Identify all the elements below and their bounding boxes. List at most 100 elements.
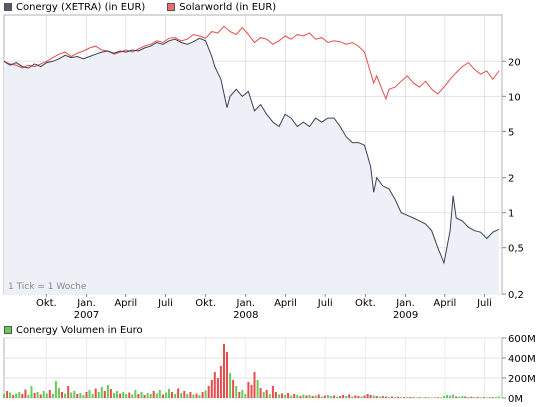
volume-bar [174, 394, 177, 398]
volume-bar [39, 394, 42, 398]
volume-bar [116, 391, 118, 398]
volume-bar [482, 397, 485, 398]
volume-bar [436, 397, 439, 398]
price-y-tick-label: 0,5 [508, 244, 524, 255]
volume-bar [449, 395, 452, 398]
volume-bar [216, 378, 219, 398]
volume-bar [45, 393, 48, 398]
volume-bar [446, 395, 448, 398]
volume-bar [158, 390, 161, 398]
price-y-tick-label: 20 [508, 57, 521, 68]
volume-bar [256, 380, 259, 398]
volume-bar [345, 396, 348, 398]
volume-bar [85, 392, 88, 398]
volume-bar [97, 392, 100, 398]
price-x-tick-label: Juli [157, 298, 173, 309]
volume-bar [397, 396, 400, 398]
volume-bar [131, 394, 134, 398]
legend-swatch-solarworld [167, 3, 176, 11]
volume-bar [64, 393, 67, 398]
volume-bar [452, 394, 455, 398]
volume-bar [21, 394, 24, 398]
volume-bar [149, 394, 152, 398]
volume-y-tick-label: 200M [508, 374, 536, 385]
volume-bar [186, 394, 189, 398]
volume-bar [88, 390, 91, 398]
volume-y-tick-label: 0M [508, 394, 523, 405]
volume-bar [125, 394, 128, 398]
volume-bar [51, 394, 54, 398]
price-x-tick-label: Juli [317, 298, 333, 309]
volume-plot-frame [3, 337, 503, 399]
volume-bar [247, 382, 250, 398]
price-x-tick-label: Okt. [355, 298, 376, 309]
volume-bar [195, 393, 198, 398]
volume-bar [268, 394, 271, 398]
volume-bar [323, 395, 326, 398]
volume-bar [271, 386, 274, 398]
volume-bar [33, 393, 36, 398]
legend-swatch-conergy [4, 3, 12, 11]
volume-bar [299, 396, 302, 398]
volume-bar [418, 397, 421, 398]
volume-bar [100, 387, 103, 398]
volume-bar [27, 395, 30, 398]
volume-bar [250, 385, 253, 398]
volume-bar [455, 396, 458, 398]
volume-bar [134, 390, 137, 398]
volume-bar [491, 397, 494, 398]
volume-bar [320, 396, 323, 398]
volume-bar [366, 394, 369, 398]
volume-bar [391, 396, 393, 398]
price-x-year-label: 2008 [233, 310, 258, 321]
volume-bar [73, 391, 76, 398]
volume-bar [183, 391, 186, 398]
volume-bar [70, 392, 73, 398]
price-x-year-label: 2009 [393, 310, 418, 321]
solarworld-line [3, 25, 500, 101]
volume-bar [400, 397, 403, 398]
volume-bar [274, 392, 277, 398]
volume-bar [421, 397, 424, 398]
volume-bar [18, 392, 21, 398]
volume-bar [143, 395, 146, 398]
volume-bar [164, 392, 167, 398]
volume-bar [79, 393, 82, 398]
volume-bar [326, 395, 329, 398]
volume-bar [473, 397, 476, 398]
volume-bar [284, 395, 287, 398]
price-x-tick-label: April [274, 298, 297, 309]
volume-bar [253, 372, 256, 398]
volume-bar [12, 395, 15, 398]
volume-bar [333, 395, 335, 398]
volume-bar [168, 389, 170, 398]
volume-bar [48, 390, 51, 398]
tick-note: 1 Tick = 1 Woche [8, 282, 87, 292]
volume-bar [113, 393, 115, 398]
volume-bar [424, 397, 427, 398]
volume-bar [308, 395, 311, 398]
volume-bar [281, 393, 283, 398]
volume-bar [42, 391, 45, 398]
volume-bar [360, 396, 363, 398]
volume-bar [189, 392, 192, 398]
volume-bar [6, 391, 9, 398]
volume-bar [201, 392, 204, 398]
conergy-line [3, 37, 500, 265]
volume-bar [219, 366, 222, 398]
volume-bar [354, 395, 357, 398]
volume-bar [302, 394, 305, 398]
volume-bar [24, 389, 27, 398]
volume-bar [229, 373, 232, 398]
volume-bar [54, 381, 57, 398]
legend-label-solarworld: Solarworld (in EUR) [179, 1, 277, 13]
volume-bar [9, 392, 12, 398]
volume-bar [161, 394, 164, 398]
volume-bar [213, 372, 216, 398]
price-x-tick-label: Okt. [36, 298, 57, 309]
price-y-tick-label: 0,2 [508, 290, 524, 301]
volume-bar [210, 380, 213, 398]
legend-swatch-volume [4, 326, 12, 334]
